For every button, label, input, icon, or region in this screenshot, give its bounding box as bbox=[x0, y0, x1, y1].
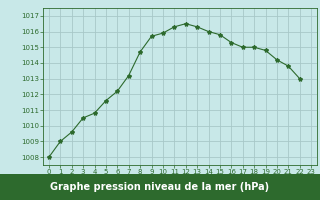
Text: Graphe pression niveau de la mer (hPa): Graphe pression niveau de la mer (hPa) bbox=[51, 182, 269, 192]
